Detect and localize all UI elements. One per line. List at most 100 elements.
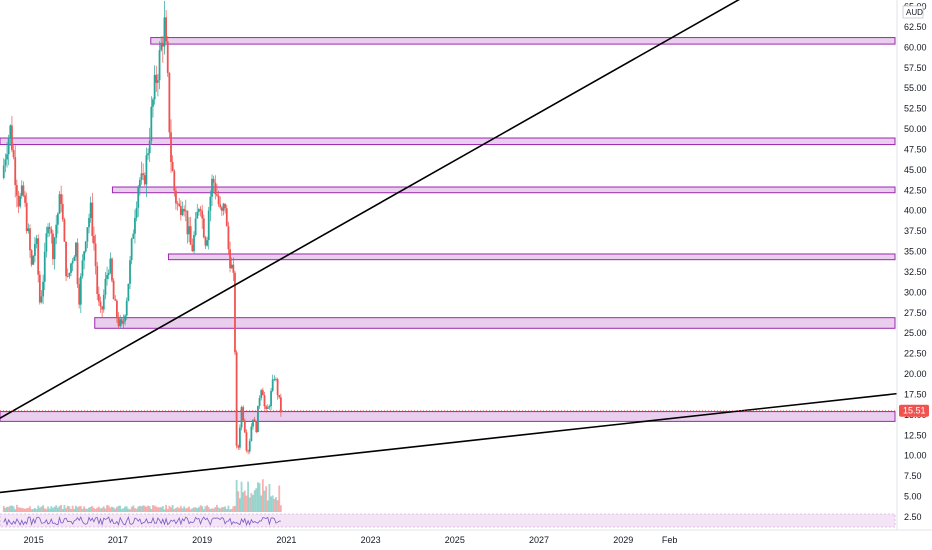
price-tick-label: 7.50 [904,471,922,481]
volume-bar [24,508,26,512]
candle-body [40,296,43,303]
candle-body [4,159,7,166]
volume-bar [266,500,269,512]
candle-body [147,153,149,156]
candle-body [20,185,23,197]
plot-background [0,0,897,530]
price-tick-label: 42.50 [904,185,927,195]
price-zone[interactable] [0,137,896,146]
price-tick-label: 32.50 [904,267,927,277]
time-axis[interactable]: 2015 2017 2019 2021 2023 2025 2027 2029 Feb [24,535,678,545]
candle-body [107,272,110,275]
volume-bar [183,506,186,512]
price-axis[interactable]: 2.505.007.5010.0012.5015.0017.5020.0022.… [904,2,927,522]
price-tick-label: 40.00 [904,206,927,216]
volume-bar [250,492,253,512]
candle-body [101,306,104,310]
candle-body [102,294,105,310]
candle-body [194,218,197,236]
candle-body [11,125,13,151]
candle-body [163,17,166,47]
volume-bar [135,508,138,512]
volume-bar [279,505,282,512]
price-zone[interactable] [111,186,896,194]
volume-bar [275,497,277,512]
candle-body [211,178,213,197]
candle-body [270,390,272,407]
candle-body [263,395,266,407]
currency-label-box [902,5,924,19]
volume-bar [248,497,251,512]
candle-body [201,210,204,219]
volume-bar [261,479,264,512]
candle-body [137,187,140,208]
candle-body [207,210,210,241]
candle-body [7,138,10,155]
candle-body [234,272,236,353]
volume-bar [50,506,53,512]
volume-bar [194,507,197,512]
time-tick-label: 2025 [445,535,465,545]
candle-body [153,74,156,100]
candle-body [63,219,66,242]
volume-bar [52,507,54,512]
candle-body [66,276,69,277]
volume-bar [191,508,194,512]
volume-bar [278,485,281,512]
volume-bar [9,505,12,512]
volume-bar [68,506,71,512]
price-tick-label: 60.00 [904,42,927,52]
volume-bar [114,508,117,512]
axis-corner[interactable] [897,531,932,550]
volume-bar [173,509,176,512]
volume-bar [42,505,45,512]
volume-bar [176,506,179,512]
candle-body [188,226,190,235]
candle-body [29,228,31,251]
trendline[interactable] [0,0,741,419]
candle-body [150,106,153,141]
volume-bar [11,505,13,512]
volume-bar [34,507,36,512]
candle-body [15,185,18,196]
volume-bar [20,507,23,512]
volume-bar [27,507,30,512]
volume-bar [43,508,46,512]
last-price-badge-box [899,404,929,417]
price-zone[interactable] [94,317,896,329]
volume-bar [160,507,163,512]
volume-bar [65,508,67,512]
volume-bar [253,490,256,512]
candle-body [176,203,179,205]
volume-bar [263,490,266,512]
price-tick-label: 20.00 [904,369,927,379]
volume-bar [30,509,33,512]
volume-bar [170,507,172,512]
candle-body [2,165,5,179]
volume-bar [222,507,225,512]
candlestick-series [2,0,282,455]
volume-bar [224,506,227,512]
volume-bar [79,506,82,512]
candle-body [96,266,99,294]
price-tick-label: 47.50 [904,144,927,154]
candle-body [91,202,94,236]
candle-body [260,390,263,399]
candle-body [225,208,228,227]
volume-bar [161,506,164,512]
volume-bar [257,482,259,512]
volume-bar [156,507,159,512]
price-zone[interactable] [167,253,896,261]
candle-body [35,238,38,244]
volume-bar [127,508,130,512]
volume-bar [106,504,108,512]
price-zone[interactable] [0,411,896,422]
price-zone[interactable] [150,37,896,45]
volume-bar [112,507,115,512]
price-tick-label: 55.00 [904,83,927,93]
candle-body [243,420,246,433]
trendline[interactable] [0,392,898,494]
candle-body [219,204,222,208]
volume-bar [140,506,143,512]
